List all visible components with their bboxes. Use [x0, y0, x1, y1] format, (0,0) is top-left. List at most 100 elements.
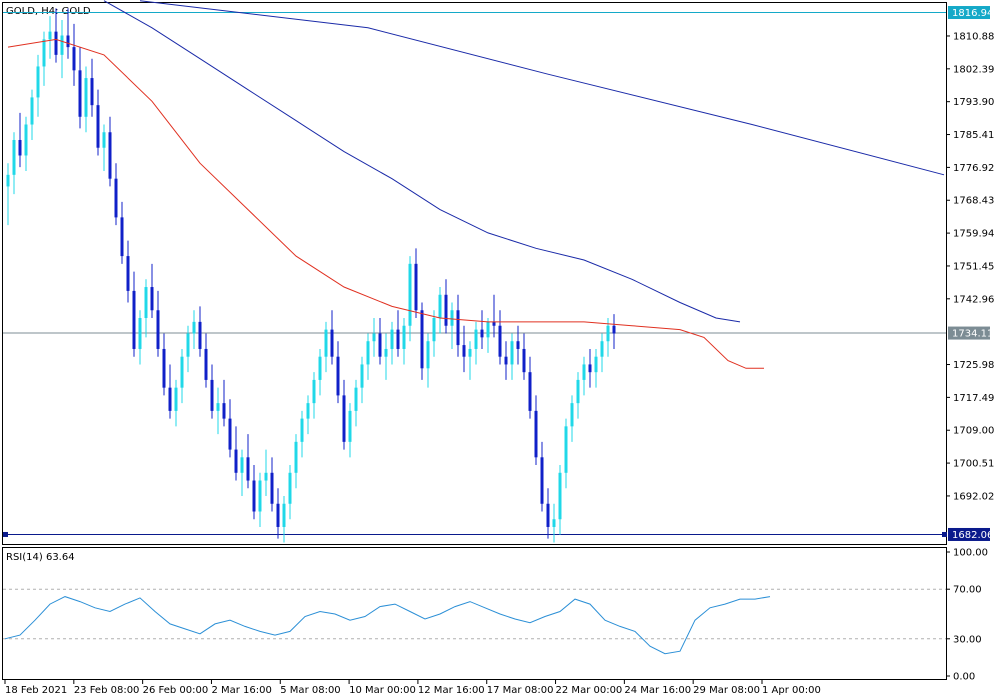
- candle: [72, 23, 76, 86]
- candle: [168, 364, 172, 419]
- candle-body: [432, 318, 436, 342]
- candle-body: [138, 318, 142, 349]
- candle: [306, 395, 310, 435]
- candle: [258, 472, 262, 527]
- ma-slow-line: [103, 0, 741, 323]
- candle-body: [276, 503, 280, 527]
- candle-body: [552, 519, 556, 527]
- candle: [96, 89, 100, 156]
- candle-body: [576, 379, 580, 404]
- candle-body: [48, 31, 52, 40]
- bottom-level-marker-right: [942, 531, 947, 537]
- candle-body: [210, 379, 214, 411]
- candle: [192, 310, 196, 349]
- candle-body: [132, 290, 136, 349]
- rsi-panel: [2, 547, 947, 680]
- svg-text:1734.11: 1734.11: [952, 329, 993, 340]
- candle: [66, 8, 70, 59]
- time-tick-label: 22 Mar 00:00: [556, 685, 623, 696]
- candle-body: [342, 395, 346, 442]
- candle: [612, 314, 616, 349]
- candle-body: [456, 310, 460, 346]
- candle: [6, 163, 10, 226]
- candle: [174, 379, 178, 427]
- candle: [420, 302, 424, 380]
- candle-body: [174, 387, 178, 411]
- candle-body: [162, 348, 166, 388]
- candle: [336, 341, 340, 404]
- candle-body: [546, 503, 550, 527]
- candle: [276, 488, 280, 539]
- candle-body: [144, 287, 148, 319]
- candle: [480, 310, 484, 349]
- candle-body: [282, 503, 286, 527]
- price-tick-label: 1700.51: [953, 459, 994, 470]
- time-tick-label: 1 Apr 00:00: [762, 685, 821, 696]
- candle: [378, 318, 382, 365]
- candle-body: [156, 310, 160, 349]
- rsi-axis: 100.00 70.00 30.00 0.00: [946, 548, 988, 683]
- candle: [426, 333, 430, 388]
- candle: [432, 310, 436, 357]
- candle-body: [498, 325, 502, 357]
- candle-body: [288, 472, 292, 504]
- candle: [570, 395, 574, 442]
- candle: [600, 333, 604, 373]
- candle-body: [516, 341, 520, 349]
- candle: [528, 356, 532, 419]
- candle: [414, 248, 418, 319]
- candle: [120, 201, 124, 264]
- candle-body: [24, 124, 28, 156]
- candle: [204, 333, 208, 388]
- candle: [522, 333, 526, 380]
- svg-text:1816.94: 1816.94: [952, 8, 993, 19]
- candle-body: [528, 372, 532, 411]
- candle: [270, 457, 274, 512]
- candle-body: [84, 78, 88, 117]
- time-tick-label: 17 Mar 08:00: [487, 685, 554, 696]
- price-tick-label: 1759.94: [953, 229, 994, 240]
- candle: [156, 290, 160, 357]
- candle: [504, 341, 508, 380]
- candle: [462, 325, 466, 373]
- bottom-level-marker-left: [3, 531, 8, 537]
- ma-long-line: [139, 0, 945, 176]
- time-tick-label: 10 Mar 00:00: [349, 685, 416, 696]
- candle-body: [324, 329, 328, 357]
- candle: [42, 31, 46, 86]
- candle-body: [306, 403, 310, 419]
- candle: [294, 434, 298, 489]
- candle: [486, 318, 490, 353]
- candle-body: [330, 329, 334, 357]
- time-tick-label: 5 Mar 08:00: [280, 685, 340, 696]
- candle: [342, 379, 346, 450]
- candle: [54, 8, 58, 63]
- rsi-tick-label: 70.00: [953, 585, 982, 596]
- candle-body: [150, 287, 154, 311]
- candle-body: [606, 325, 610, 342]
- candle: [30, 89, 34, 140]
- candle-body: [246, 457, 250, 481]
- candle: [60, 20, 64, 79]
- candle: [492, 294, 496, 338]
- candle-body: [480, 329, 484, 338]
- candle: [228, 399, 232, 458]
- candle: [282, 496, 286, 543]
- price-tick-label: 1810.88: [953, 31, 994, 42]
- price-tick-label: 1768.43: [953, 196, 994, 207]
- candle: [360, 356, 364, 404]
- candle: [102, 124, 106, 171]
- candle: [558, 465, 562, 535]
- candle-body: [126, 256, 130, 291]
- candle: [438, 287, 442, 334]
- candle-body: [12, 139, 16, 175]
- candle-body: [312, 379, 316, 404]
- candle-body: [366, 341, 370, 365]
- candle-body: [612, 325, 616, 334]
- candle: [384, 333, 388, 380]
- candle-body: [30, 97, 34, 125]
- price-tick-label: 1717.49: [953, 393, 994, 404]
- candle: [576, 372, 580, 419]
- candle-body: [120, 217, 124, 257]
- candle: [108, 116, 112, 187]
